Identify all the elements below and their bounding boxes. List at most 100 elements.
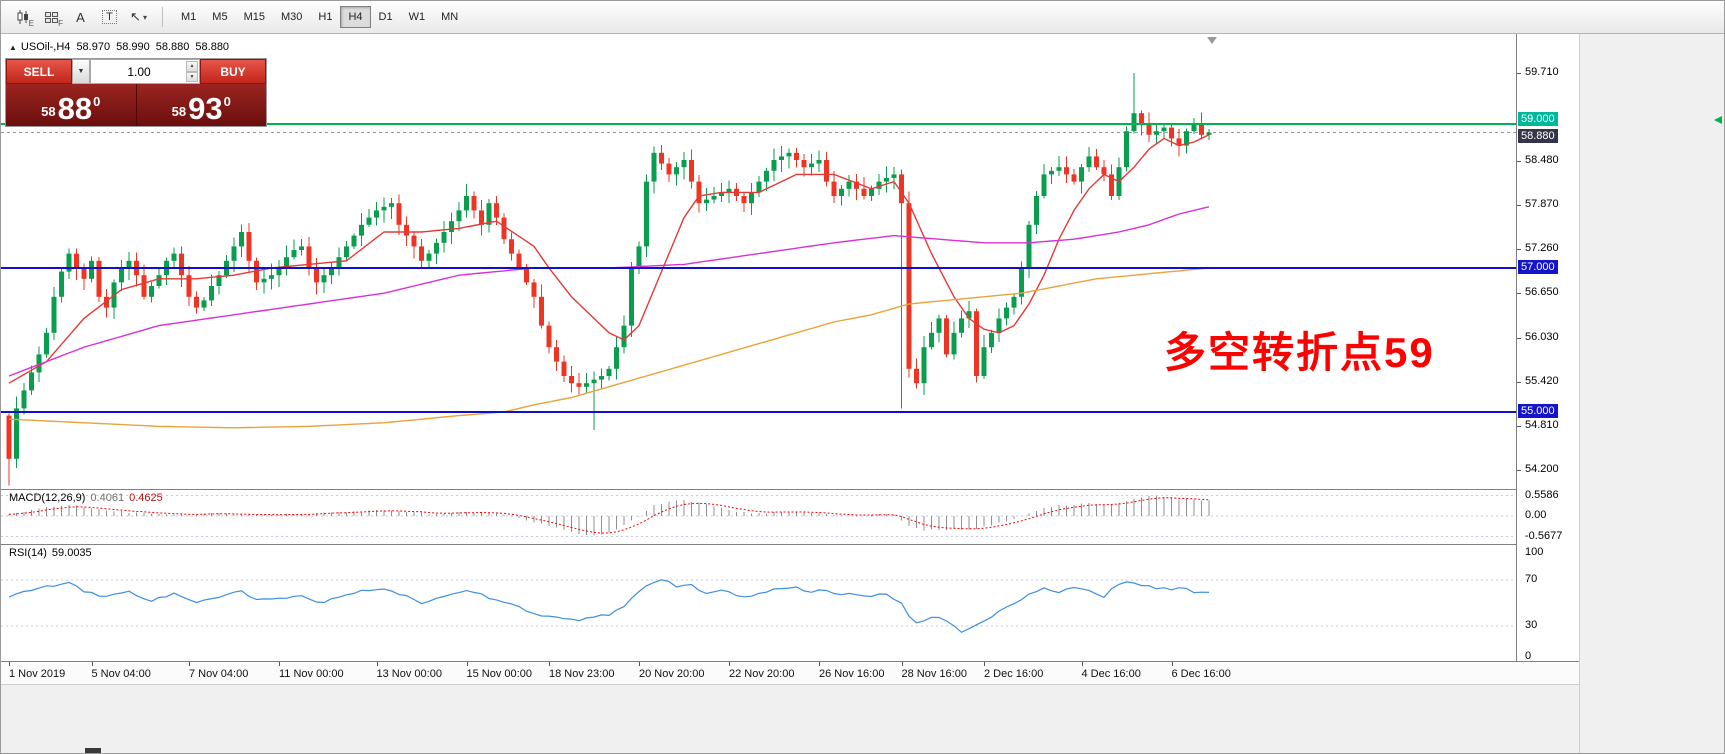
scale-tickmark — [1517, 381, 1521, 383]
timeframe-button-M30[interactable]: M30 — [280, 11, 303, 23]
sell-price-small: 58 — [41, 104, 56, 119]
sell-price-display[interactable]: 58 88 0 — [6, 84, 136, 126]
price-tick-label: 56.650 — [1525, 286, 1559, 299]
h-scrollbar-thumb[interactable] — [85, 748, 101, 753]
price-tag: 57.000 — [1518, 259, 1558, 274]
price-tick-label: 58.480 — [1525, 154, 1559, 167]
sell-button[interactable]: SELL — [6, 59, 72, 84]
tile-windows-button[interactable]: F — [38, 5, 65, 29]
price-tag: 55.000 — [1518, 403, 1558, 418]
time-label: 2 Dec 16:00 — [984, 668, 1044, 680]
candles-icon-sub: E — [28, 19, 34, 28]
price-scale[interactable]: 59.710 58.480 57.870 57.260 56.650 56.030 55.4… — [1517, 34, 1579, 662]
timeframe-button-M5[interactable]: M5 — [212, 11, 228, 23]
low-value: 58.880 — [155, 41, 190, 53]
time-label: 18 Nov 23:00 — [549, 668, 615, 680]
price-tag: 58.880 — [1518, 128, 1558, 143]
buy-price-big: 93 — [188, 90, 223, 126]
buy-button[interactable]: BUY — [200, 59, 266, 84]
macd-signal-value: 0.4625 — [129, 492, 163, 504]
chart-annotation[interactable]: 多空转折点59 — [1164, 329, 1435, 376]
time-label: 7 Nov 04:00 — [189, 668, 249, 680]
timeframe-button-H1[interactable]: H1 — [318, 11, 333, 23]
volume-input[interactable] — [91, 60, 199, 83]
rsi-canvas[interactable] — [1, 545, 1516, 661]
time-tickmark — [901, 662, 903, 666]
candles-icon — [17, 10, 28, 24]
cursor-tool-button[interactable]: ↖ ▾ — [125, 5, 152, 29]
time-axis[interactable]: 1 Nov 2019 5 Nov 04:00 7 Nov 04:00 11 Nov 0… — [1, 661, 1579, 684]
chart-candles-button[interactable]: E — [9, 5, 36, 29]
time-label: 28 Nov 16:00 — [901, 668, 967, 680]
time-tickmark — [984, 662, 985, 666]
timeframe-button-W1[interactable]: W1 — [408, 11, 426, 23]
time-tickmark — [819, 662, 820, 666]
timeframe-button-D1[interactable]: D1 — [378, 11, 393, 23]
scale-tickmark — [1517, 337, 1521, 339]
time-tickmark — [549, 662, 550, 666]
macd-pane[interactable]: MACD(12,26,9) 0.4061 0.4625 — [1, 490, 1516, 544]
price-tick-label: 54.810 — [1525, 418, 1559, 431]
time-tickmark — [376, 662, 378, 666]
rsi-label: RSI(14) 59.0035 — [9, 547, 92, 559]
timeframe-button-H4[interactable]: H4 — [340, 6, 371, 28]
buy-price-sup: 0 — [223, 94, 231, 109]
pane-separator[interactable] — [1, 489, 1579, 490]
rsi-pane[interactable]: RSI(14) 59.0035 — [1, 545, 1516, 661]
macd-scale-label: 0.00 — [1525, 509, 1547, 521]
macd-main-value: 0.4061 — [90, 492, 125, 504]
price-tick-label: 54.200 — [1525, 462, 1559, 475]
text-label-icon: T — [102, 10, 117, 24]
pane-separator[interactable] — [1, 544, 1579, 545]
scale-tickmark — [1517, 72, 1521, 74]
time-label: 22 Nov 20:00 — [729, 668, 795, 680]
time-label: 13 Nov 00:00 — [376, 668, 442, 680]
insert-text-button[interactable]: A — [67, 5, 94, 29]
scale-tickmark — [1517, 205, 1521, 207]
macd-scale-label: -0.5677 — [1525, 529, 1563, 542]
text-a-icon: A — [76, 9, 85, 25]
macd-name: MACD(12,26,9) — [9, 492, 86, 504]
chart-shift-marker[interactable] — [1207, 37, 1217, 44]
buy-price-display[interactable]: 58 93 0 — [135, 84, 267, 126]
timeframe-button-MN[interactable]: MN — [441, 11, 459, 23]
time-tickmark — [91, 662, 93, 666]
text-label-button[interactable]: T — [96, 5, 123, 29]
sell-price-big: 88 — [57, 90, 93, 126]
volume-dropdown-button[interactable]: ▼ — [72, 59, 90, 84]
one-click-collapse-arrow[interactable]: ▲ — [9, 43, 17, 52]
rsi-scale-label: 100 — [1525, 546, 1544, 558]
time-tickmark — [9, 662, 10, 666]
scale-tickmark — [1517, 425, 1521, 427]
hline-ray-marker — [1714, 116, 1722, 124]
time-tickmark — [729, 662, 730, 666]
time-tickmark — [189, 662, 190, 666]
macd-canvas[interactable] — [1, 490, 1516, 544]
time-label: 4 Dec 16:00 — [1081, 668, 1141, 680]
rsi-value: 59.0035 — [51, 547, 92, 559]
high-value: 58.990 — [116, 41, 150, 53]
open-value: 58.970 — [76, 41, 111, 53]
ohlc-values: 58.970 58.990 58.880 58.880 — [70, 41, 229, 53]
timeframe-button-M1[interactable]: M1 — [181, 11, 197, 23]
time-label: 6 Dec 16:00 — [1171, 668, 1231, 680]
grid-icon — [45, 11, 58, 23]
scale-tickmark — [1517, 161, 1521, 163]
price-tick-label: 56.030 — [1525, 330, 1559, 343]
time-label: 20 Nov 20:00 — [639, 668, 705, 680]
macd-label: MACD(12,26,9) 0.4061 0.4625 — [9, 492, 163, 504]
price-tick-label: 57.870 — [1525, 198, 1559, 211]
volume-spin-up[interactable]: ▲ — [186, 61, 198, 72]
toolbar-separator — [162, 7, 163, 27]
main-chart-pane[interactable]: ▲ USOil-,H4 58.970 58.990 58.880 58.880 SELL … — [1, 34, 1516, 489]
sell-price-sup: 0 — [93, 94, 101, 109]
rsi-name: RSI(14) — [9, 547, 47, 559]
scale-tickmark — [1517, 293, 1521, 295]
main-chart-canvas[interactable] — [1, 34, 1516, 489]
timeframe-button-M15[interactable]: M15 — [243, 11, 265, 23]
macd-scale-label: 0.5586 — [1525, 488, 1559, 501]
volume-spin-down[interactable]: ▼ — [186, 71, 198, 82]
timeframe-toolbar: M1 M5 M15 M30 H1 H4 D1 W1 MN — [173, 6, 466, 28]
one-click-trading-widget: SELL ▼ ▲ ▼ BUY 58 88 0 58 — [5, 58, 267, 127]
